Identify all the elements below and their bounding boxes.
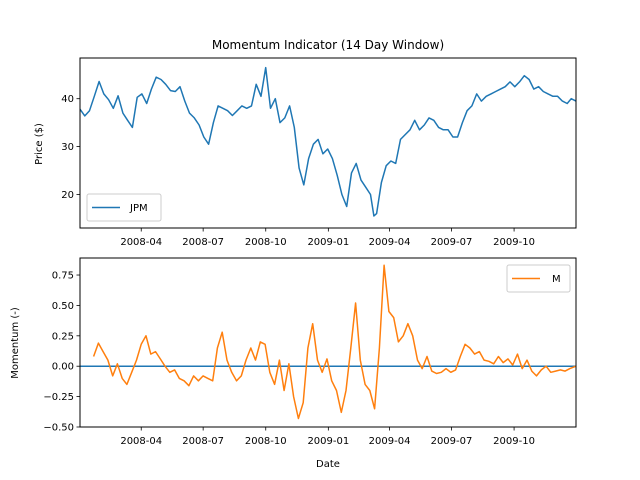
legend: JPM	[86, 193, 162, 222]
x-tick-label: 2009-01	[307, 436, 349, 447]
y-axis-label: Price ($)	[34, 123, 45, 165]
y-axis: −0.50 −0.25 0.00 0.25 0.50 0.75	[43, 271, 80, 434]
x-tick-label: 2008-04	[120, 436, 162, 447]
x-tick-label: 2009-10	[493, 237, 535, 248]
y-tick-label: 0.00	[52, 362, 74, 373]
y-tick-label: 20	[61, 190, 74, 201]
x-axis: 2008-04 2008-07 2008-10 2009-01 2009-04 2009-…	[120, 427, 535, 447]
y-tick-label: 0.75	[52, 271, 74, 282]
axes-frame	[79, 57, 577, 229]
x-tick-label: 2009-10	[493, 436, 535, 447]
legend-label-jpm: JPM	[129, 203, 148, 214]
legend-box	[86, 193, 162, 222]
axes-frame	[79, 257, 577, 428]
y-tick-label: 30	[61, 142, 74, 153]
chart-title: Momentum Indicator (14 Day Window)	[212, 38, 444, 52]
x-tick-label: 2009-07	[431, 237, 473, 248]
x-tick-label: 2008-04	[120, 237, 162, 248]
y-tick-label: −0.25	[43, 392, 74, 403]
legend: M	[506, 264, 571, 293]
series-line-jpm	[79, 66, 577, 217]
y-tick-label: 40	[61, 94, 74, 105]
momentum-panel: Momentum (-) Date 2008-04 2008-07 2008-10 2…	[10, 257, 577, 470]
x-tick-label: 2009-04	[369, 436, 411, 447]
x-axis-label: Date	[316, 459, 340, 470]
x-tick-label: 2008-10	[245, 436, 287, 447]
price-panel: Momentum Indicator (14 Day Window) Price…	[34, 38, 577, 248]
plot-area	[80, 264, 577, 420]
x-axis: 2008-04 2008-07 2008-10 2009-01 2009-04 2009-…	[120, 228, 535, 248]
x-tick-label: 2009-04	[369, 237, 411, 248]
y-tick-label: −0.50	[43, 423, 74, 434]
x-tick-label: 2009-01	[307, 237, 349, 248]
x-tick-label: 2008-07	[182, 436, 224, 447]
x-tick-label: 2008-07	[182, 237, 224, 248]
y-axis-label: Momentum (-)	[10, 307, 21, 379]
series-line-m	[92, 264, 577, 420]
y-axis: 20 30 40	[61, 94, 80, 201]
y-tick-label: 0.50	[52, 301, 74, 312]
y-tick-label: 0.25	[52, 331, 74, 342]
x-tick-label: 2008-10	[245, 237, 287, 248]
x-tick-label: 2009-07	[431, 436, 473, 447]
legend-label-m: M	[552, 274, 561, 285]
plot-area	[79, 66, 577, 217]
